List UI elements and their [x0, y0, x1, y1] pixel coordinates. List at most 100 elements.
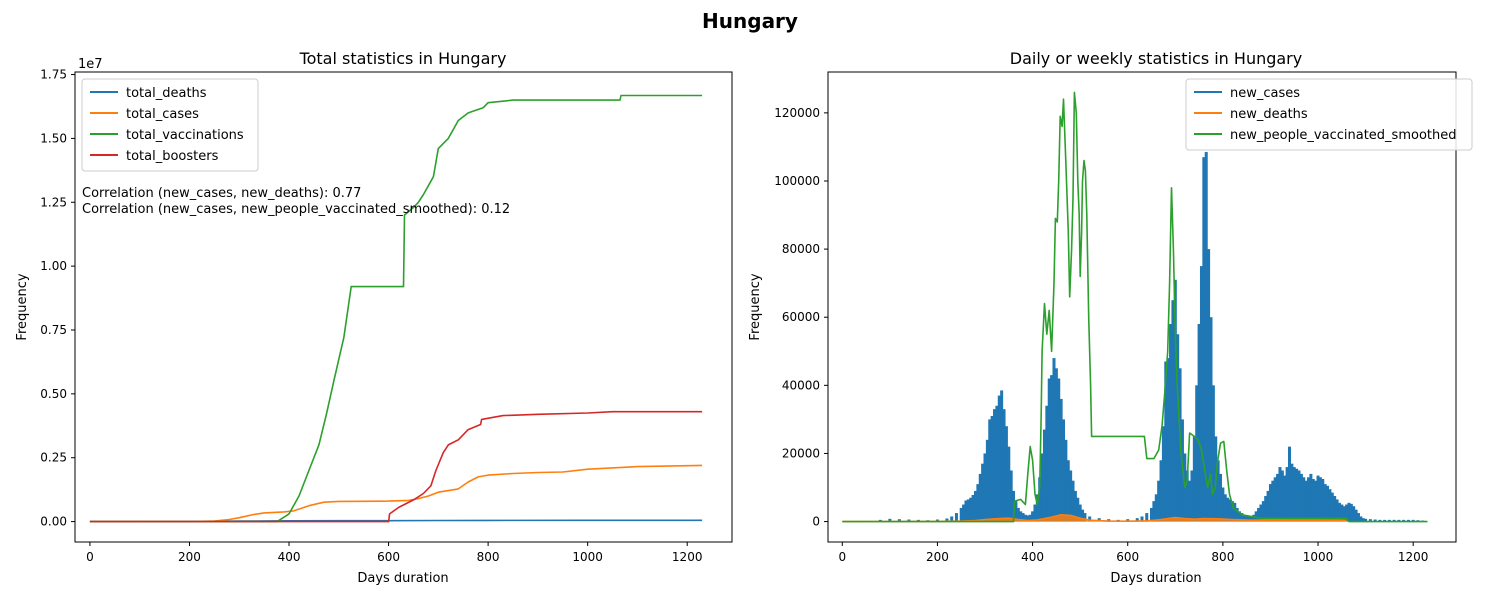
bar-new_cases	[1088, 516, 1092, 522]
bar-new_cases	[1230, 501, 1234, 522]
bar-new_cases	[1316, 475, 1320, 522]
figure-title: Hungary	[702, 9, 798, 33]
y-tick-label: 0	[812, 515, 820, 529]
bar-new_cases	[1161, 426, 1165, 522]
y-tick-label: 1.25	[40, 195, 67, 209]
bar-new_cases	[1321, 478, 1325, 522]
bar-new_cases	[1171, 300, 1175, 522]
bar-new_cases	[1207, 249, 1211, 522]
bar-new_cases	[978, 473, 982, 522]
bar-new_cases	[888, 518, 892, 522]
bar-new_cases	[1299, 473, 1303, 522]
left-y-ticks: 0.00 0.25 0.50 0.75 1.00 1.25 1.50 1.75	[40, 68, 75, 529]
bar-new_cases	[1197, 324, 1201, 522]
bar-new_cases	[1038, 477, 1042, 522]
bar-new_cases	[1083, 513, 1087, 522]
bar-new_cases	[1278, 467, 1282, 522]
y-tick-label: 40000	[782, 378, 820, 392]
right-x-axis-label: Days duration	[1110, 571, 1201, 586]
bar-new_cases	[1000, 390, 1004, 522]
bar-new_cases	[1195, 385, 1199, 522]
legend-label-total_boosters: total_boosters	[126, 149, 219, 164]
bar-new_cases	[1066, 460, 1070, 522]
bar-new_cases	[897, 519, 901, 522]
bar-new_cases	[1188, 480, 1192, 522]
bar-new_cases	[1190, 470, 1194, 522]
left-chart: Total statistics in Hungary 0 200 400 600 80…	[15, 49, 733, 586]
bar-new_cases	[1031, 511, 1035, 522]
bar-new_cases	[1219, 473, 1222, 522]
bar-new_cases	[1309, 473, 1313, 522]
x-tick-label: 400	[278, 550, 301, 564]
x-tick-label: 800	[1211, 550, 1234, 564]
bar-new_cases	[1209, 317, 1213, 522]
bar-new_cases	[1042, 429, 1046, 522]
bar-new_cases	[1259, 504, 1263, 522]
bar-new_cases	[1064, 439, 1068, 522]
bar-new_cases	[907, 519, 911, 522]
bar-new_cases	[1164, 361, 1168, 522]
bar-new_cases	[993, 409, 997, 522]
bar-new_cases	[1387, 519, 1391, 522]
bar-new_cases	[1204, 152, 1208, 522]
bar-new_cases	[1364, 518, 1368, 522]
bar-new_cases	[1057, 378, 1061, 522]
bar-new_cases	[1238, 511, 1242, 522]
bar-new_cases	[1140, 516, 1144, 522]
bar-new_cases	[1356, 513, 1360, 522]
bar-new_cases	[1261, 501, 1265, 522]
left-legend: total_deaths total_cases total_vaccination…	[81, 78, 259, 172]
bar-new_cases	[1295, 468, 1299, 522]
legend-frame	[1185, 78, 1473, 151]
right-y-ticks: 0 20000 40000 60000 80000 100000 120000	[774, 106, 828, 529]
bar-new_cases	[954, 513, 958, 522]
bar-new_cases	[1352, 506, 1356, 522]
bar-new_cases	[964, 500, 968, 522]
right-plot-frame	[827, 71, 1457, 543]
bar-new_cases	[1342, 506, 1346, 522]
bar-new_cases	[1016, 507, 1020, 522]
bar-new_cases	[1347, 502, 1351, 522]
bar-new_cases	[1323, 484, 1327, 522]
legend-label-total_vaccinations: total_vaccinations	[126, 128, 244, 143]
legend-label-total_cases: total_cases	[126, 107, 199, 122]
bar-new_cases	[945, 518, 949, 522]
bar-new_cases	[990, 415, 994, 522]
bar-new_cases	[1285, 467, 1289, 522]
bar-new_cases	[1026, 515, 1030, 522]
bar-new_cases	[1166, 358, 1170, 522]
y-tick-label: 60000	[782, 310, 820, 324]
bar-new_cases	[1314, 480, 1318, 522]
bar-new_cases	[1392, 519, 1396, 522]
bar-new_cases	[1361, 518, 1365, 522]
bar-new_cases	[976, 484, 980, 522]
bar-new_cases	[959, 507, 963, 522]
bar-new_cases	[1254, 511, 1258, 522]
bar-new_cases	[1159, 460, 1163, 522]
bar-new_cases	[1192, 436, 1196, 522]
bar-new_cases	[1271, 480, 1275, 522]
line-total_vaccinations	[89, 94, 703, 523]
bar-new_cases	[1383, 519, 1387, 522]
legend-frame	[81, 78, 259, 172]
bar-new_cases	[1154, 494, 1158, 522]
bar-new_cases	[995, 405, 999, 522]
bar-new_cases	[1368, 519, 1372, 522]
bar-new_cases	[1340, 504, 1344, 522]
bar-new_cases	[1326, 485, 1330, 522]
bar-new_cases	[1335, 499, 1339, 522]
y-tick-label: 1.75	[40, 68, 67, 82]
bar-new_cases	[1033, 504, 1037, 522]
bar-new_cases	[1052, 358, 1056, 522]
x-tick-label: 600	[377, 550, 400, 564]
bar-new_cases	[966, 499, 970, 522]
bar-new_cases	[1173, 279, 1177, 522]
bar-new_cases	[1081, 509, 1085, 522]
bar-new_cases	[1252, 514, 1256, 522]
x-tick-label: 200	[926, 550, 949, 564]
bar-new_cases	[1014, 501, 1018, 522]
bar-new_cases	[878, 519, 882, 522]
right-chart: Daily or weekly statistics in Hungary 0 2…	[748, 49, 1473, 586]
bar-new_cases	[1069, 470, 1073, 522]
